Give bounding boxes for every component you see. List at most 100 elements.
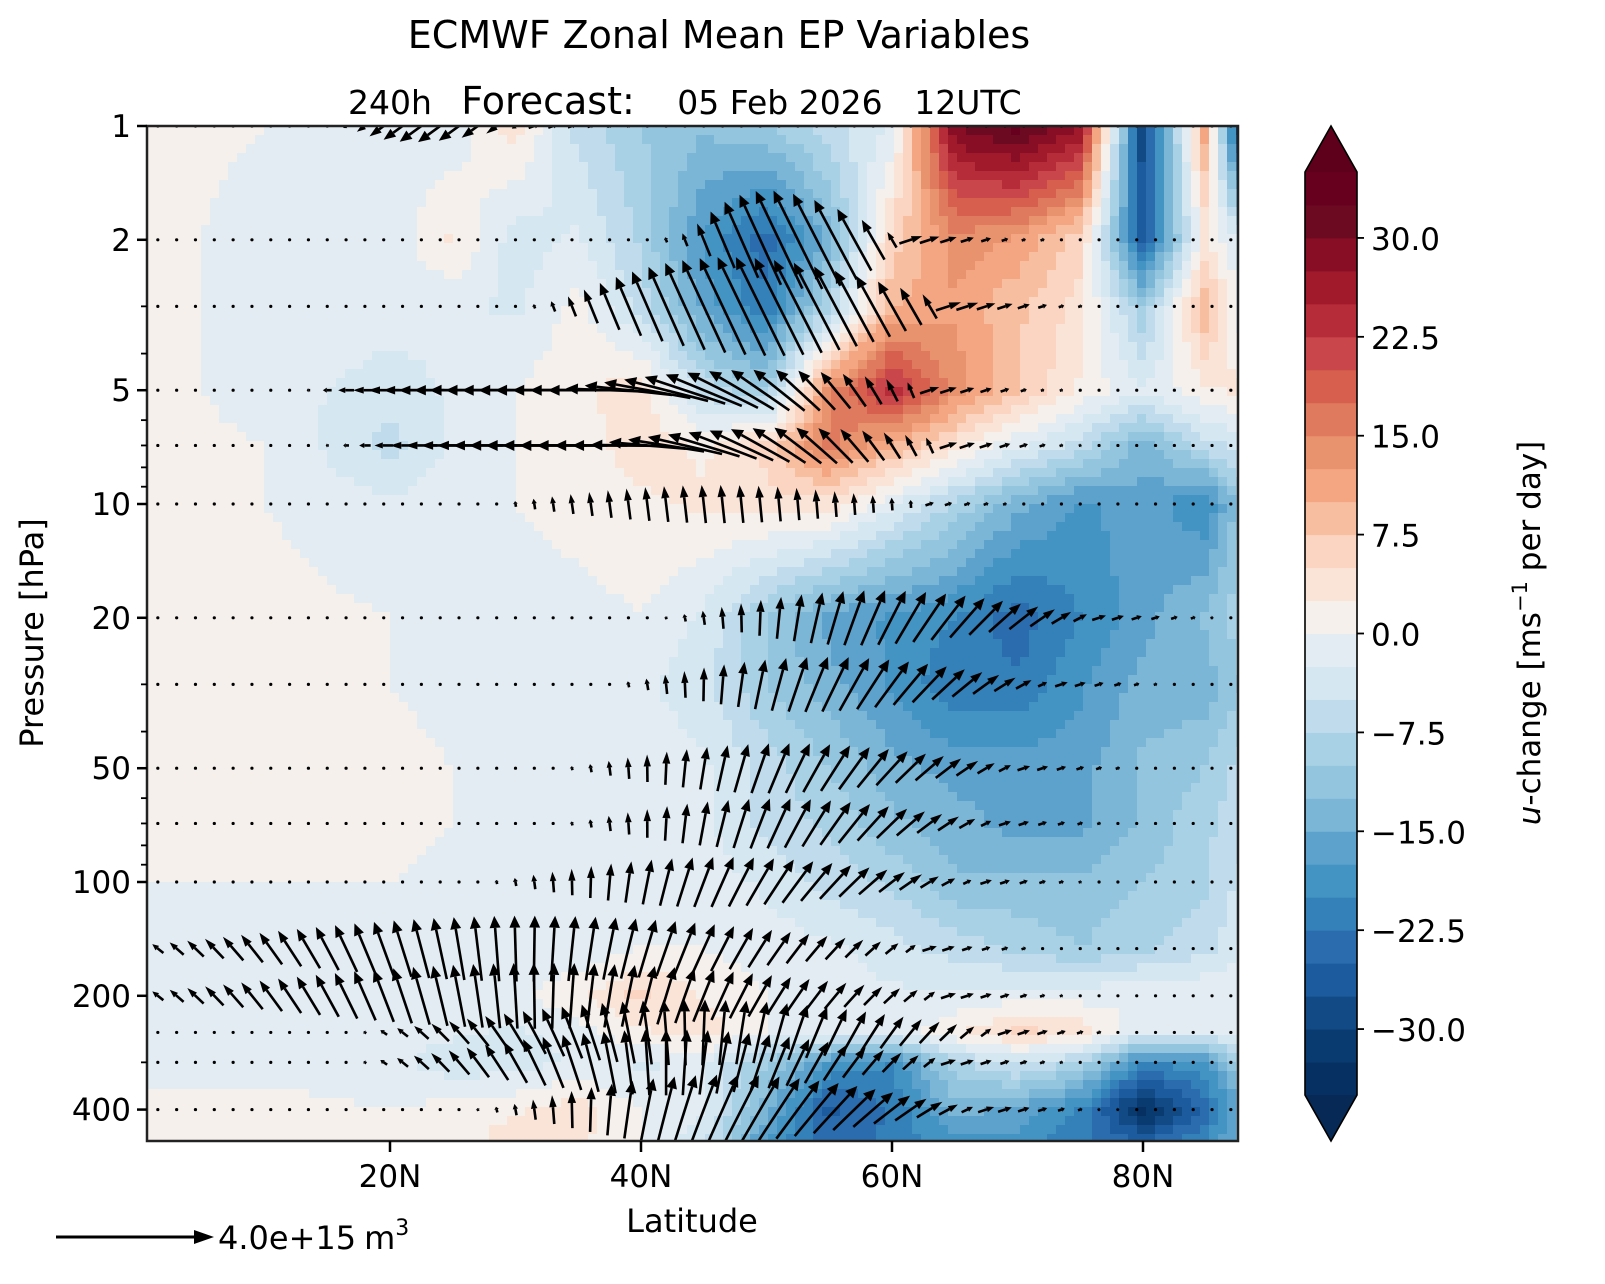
contour-cell bbox=[426, 396, 436, 406]
contour-cell bbox=[147, 171, 157, 181]
contour-cell bbox=[264, 486, 274, 496]
contour-cell bbox=[912, 288, 922, 298]
contour-cell bbox=[975, 477, 985, 487]
contour-cell bbox=[1182, 369, 1192, 379]
contour-cell bbox=[1218, 243, 1228, 253]
contour-cell bbox=[255, 315, 265, 325]
contour-cell bbox=[336, 279, 346, 289]
contour-cell bbox=[300, 153, 310, 163]
contour-cell bbox=[183, 243, 193, 253]
contour-cell bbox=[309, 405, 319, 415]
contour-cell bbox=[750, 351, 760, 361]
contour-cell bbox=[1119, 171, 1129, 181]
contour-cell bbox=[984, 396, 994, 406]
contour-cell bbox=[759, 144, 769, 154]
contour-cell bbox=[183, 342, 193, 352]
contour-cell bbox=[948, 486, 958, 496]
contour-cell bbox=[1056, 135, 1066, 145]
contour-cell bbox=[1074, 225, 1084, 235]
contour-cell bbox=[534, 414, 544, 424]
contour-cell bbox=[552, 306, 562, 316]
contour-cell bbox=[480, 234, 490, 244]
contour-cell bbox=[696, 198, 706, 208]
contour-cell bbox=[777, 414, 787, 424]
contour-cell bbox=[804, 189, 814, 199]
contour-cell bbox=[750, 243, 760, 253]
contour-cell bbox=[1209, 171, 1219, 181]
contour-cell bbox=[912, 378, 922, 388]
contour-cell bbox=[687, 144, 697, 154]
contour-cell bbox=[651, 486, 661, 496]
contour-cell bbox=[426, 252, 436, 262]
contour-cell bbox=[192, 387, 202, 397]
contour-cell bbox=[372, 288, 382, 298]
contour-cell bbox=[903, 198, 913, 208]
contour-cell bbox=[561, 189, 571, 199]
contour-cell bbox=[309, 396, 319, 406]
contour-cell bbox=[1209, 387, 1219, 397]
contour-cell bbox=[669, 189, 679, 199]
contour-cell bbox=[642, 333, 652, 343]
contour-cell bbox=[1191, 198, 1201, 208]
contour-cell bbox=[309, 144, 319, 154]
contour-cell bbox=[651, 414, 661, 424]
contour-cell bbox=[507, 360, 517, 370]
contour-cell bbox=[255, 171, 265, 181]
contour-cell bbox=[507, 405, 517, 415]
contour-cell bbox=[525, 432, 535, 442]
contour-cell bbox=[777, 378, 787, 388]
contour-cell bbox=[615, 477, 625, 487]
contour-cell bbox=[498, 324, 508, 334]
contour-cell bbox=[201, 342, 211, 352]
contour-cell bbox=[912, 315, 922, 325]
contour-cell bbox=[1128, 306, 1138, 316]
contour-cell bbox=[993, 468, 1003, 478]
contour-cell bbox=[1065, 405, 1075, 415]
contour-cell bbox=[291, 387, 301, 397]
contour-cell bbox=[237, 243, 247, 253]
contour-cell bbox=[291, 180, 301, 190]
contour-cell bbox=[561, 162, 571, 172]
contour-cell bbox=[399, 207, 409, 217]
contour-cell bbox=[813, 216, 823, 226]
contour-cell bbox=[1155, 162, 1165, 172]
contour-cell bbox=[237, 315, 247, 325]
contour-cell bbox=[1164, 387, 1174, 397]
contour-cell bbox=[1029, 468, 1039, 478]
contour-cell bbox=[1191, 306, 1201, 316]
contour-cell bbox=[408, 369, 418, 379]
contour-cell bbox=[1074, 135, 1084, 145]
contour-cell bbox=[1119, 180, 1129, 190]
contour-cell bbox=[471, 360, 481, 370]
contour-cell bbox=[669, 216, 679, 226]
contour-cell bbox=[1020, 126, 1030, 136]
contour-cell bbox=[1164, 252, 1174, 262]
contour-cell bbox=[1227, 171, 1237, 181]
contour-cell bbox=[156, 441, 166, 451]
contour-cell bbox=[939, 252, 949, 262]
contour-cell bbox=[318, 396, 328, 406]
contour-cell bbox=[795, 351, 805, 361]
contour-cell bbox=[948, 342, 958, 352]
contour-cell bbox=[489, 414, 499, 424]
contour-cell bbox=[1200, 243, 1210, 253]
contour-cell bbox=[822, 198, 832, 208]
contour-cell bbox=[426, 189, 436, 199]
contour-cell bbox=[948, 162, 958, 172]
contour-cell bbox=[201, 486, 211, 496]
contour-cell bbox=[687, 405, 697, 415]
contour-cell bbox=[570, 288, 580, 298]
contour-cell bbox=[732, 270, 742, 280]
contour-cell bbox=[318, 243, 328, 253]
contour-cell bbox=[777, 459, 787, 469]
contour-cell bbox=[1218, 324, 1228, 334]
contour-cell bbox=[705, 144, 715, 154]
contour-cell bbox=[147, 261, 157, 271]
contour-cell bbox=[399, 288, 409, 298]
contour-cell bbox=[1200, 477, 1210, 487]
contour-cell bbox=[849, 459, 859, 469]
contour-cell bbox=[228, 477, 238, 487]
contour-cell bbox=[498, 450, 508, 460]
contour-cell bbox=[408, 324, 418, 334]
contour-cell bbox=[291, 135, 301, 145]
